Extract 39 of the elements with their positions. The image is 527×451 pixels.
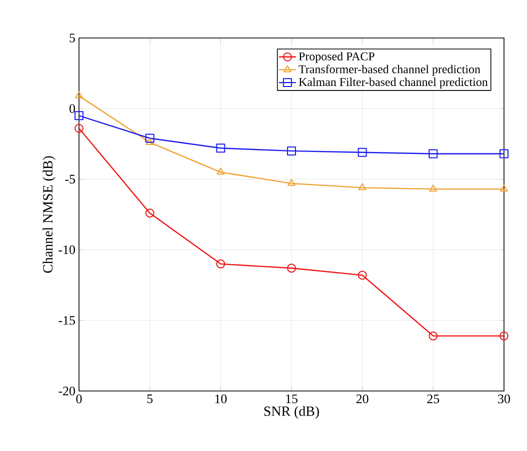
y-axis-title: Channel NMSE (dB) [42, 156, 56, 273]
x-tick-label: 20 [356, 394, 368, 404]
y-tick-label: -20 [58, 386, 75, 396]
x-tick-label: 10 [215, 394, 227, 404]
point [428, 331, 438, 340]
point [216, 259, 226, 268]
x-tick-label: 30 [498, 394, 510, 404]
point [74, 111, 84, 120]
point [429, 184, 438, 192]
point [500, 331, 508, 340]
point [500, 149, 508, 158]
legend-label: Kalman Filter-based channel prediction [298, 78, 488, 88]
point [358, 183, 366, 190]
x-axis-title: SNR (dB) [264, 406, 319, 419]
y-tick-label: -15 [58, 316, 75, 325]
y-tick-label: -10 [58, 245, 75, 254]
y-tick-label: -5 [65, 174, 75, 184]
point [74, 124, 84, 133]
legend-label: Transformer-based channel prediction [298, 64, 480, 76]
point [75, 91, 83, 98]
point [358, 148, 367, 157]
legend-label: Proposed PACP [298, 52, 374, 63]
y-tick-label: 5 [70, 34, 75, 42]
point [216, 168, 225, 175]
x-tick-label: 25 [427, 394, 440, 404]
point [287, 146, 296, 156]
point [145, 134, 154, 143]
point [216, 144, 226, 153]
x-tick-label: 0 [76, 394, 82, 404]
point [358, 270, 367, 280]
point [145, 208, 154, 218]
point [288, 178, 296, 186]
x-tick-label: 5 [147, 394, 153, 404]
point [146, 138, 154, 145]
point [500, 184, 508, 192]
x-tick-label: 15 [286, 394, 298, 404]
point [428, 149, 438, 158]
point [287, 264, 296, 273]
y-tick-label: 0 [70, 104, 75, 113]
